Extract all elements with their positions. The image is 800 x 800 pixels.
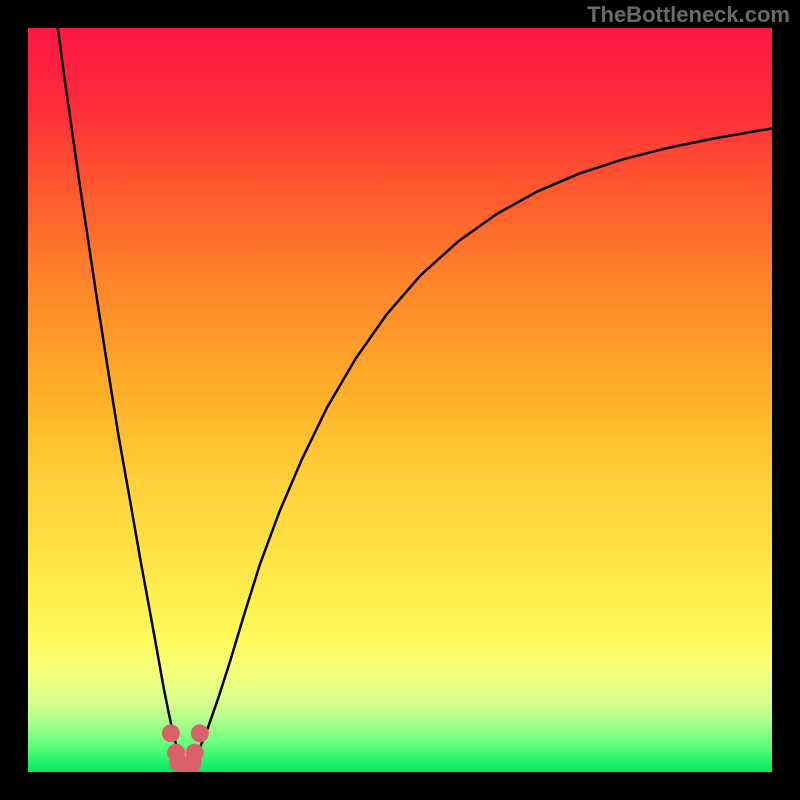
marker-dot [186, 744, 204, 762]
gradient-background [28, 28, 772, 772]
marker-dot [191, 724, 209, 742]
watermark-text: TheBottleneck.com [587, 2, 790, 28]
plot-svg [28, 28, 772, 772]
plot-area [28, 28, 772, 772]
marker-dot [162, 724, 180, 742]
chart-frame: TheBottleneck.com [0, 0, 800, 800]
